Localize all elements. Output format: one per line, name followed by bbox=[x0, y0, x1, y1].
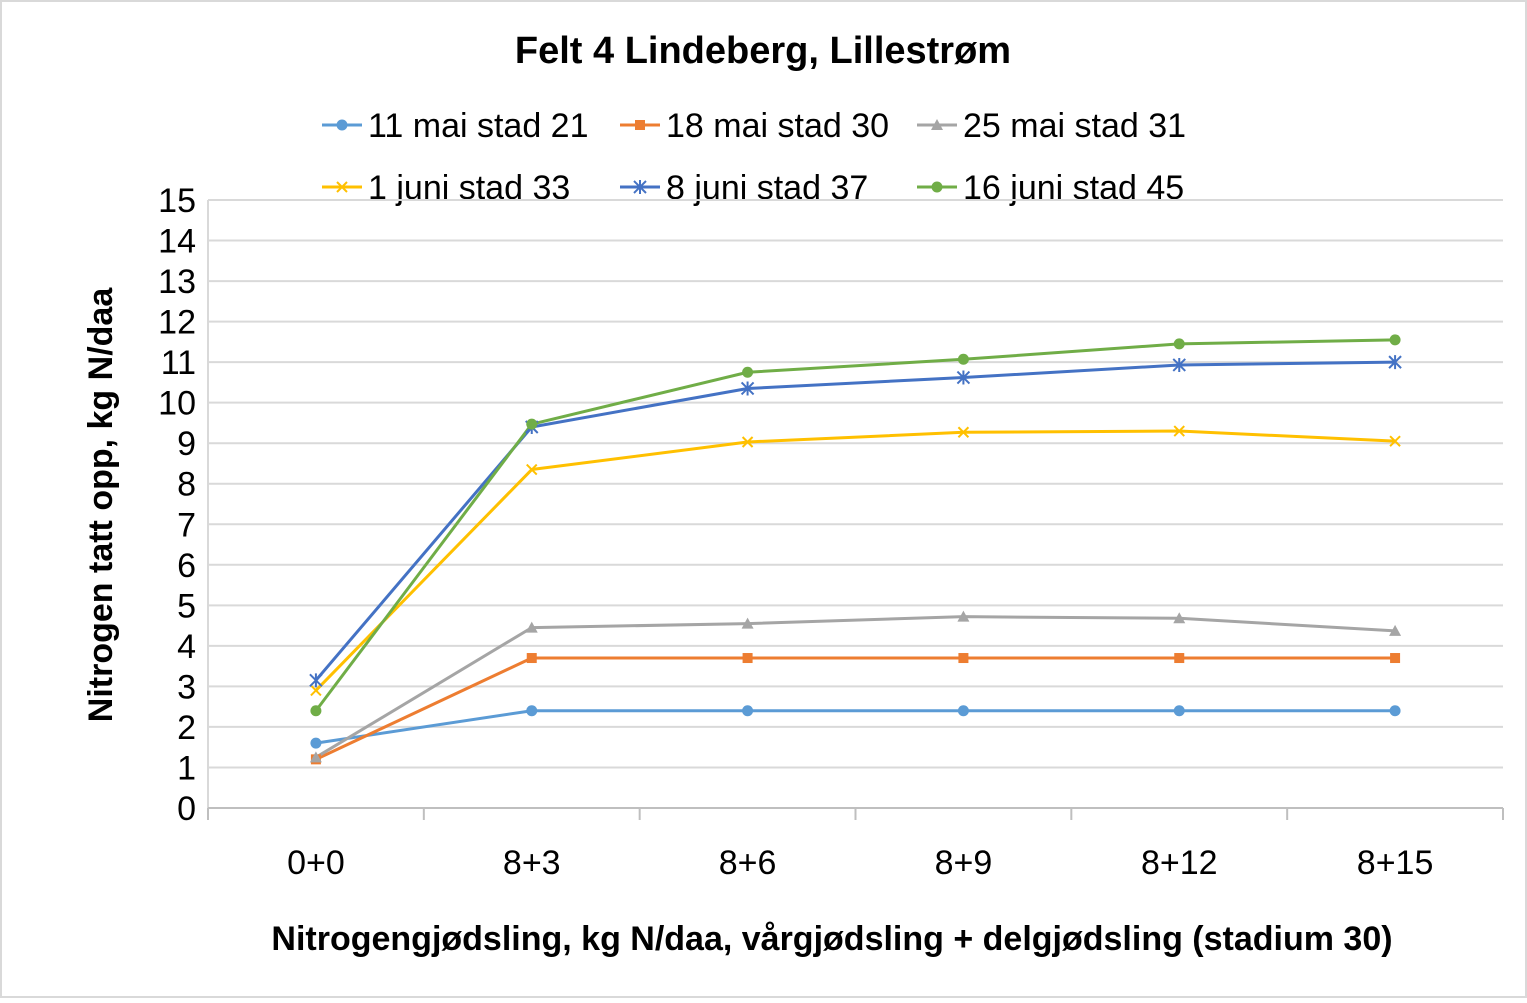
data-point-s2-p2 bbox=[526, 653, 537, 664]
y-tick-label: 14 bbox=[158, 223, 196, 261]
y-tick-label: 8 bbox=[177, 466, 196, 504]
legend-swatch-marker bbox=[931, 181, 943, 193]
data-point-s1-p5 bbox=[1173, 705, 1185, 717]
legend-item-2: 18 mai stad 30 bbox=[620, 107, 889, 145]
legend-label: 16 juni stad 45 bbox=[963, 169, 1184, 207]
series-markers bbox=[309, 334, 1402, 765]
y-tick-label: 10 bbox=[158, 385, 196, 423]
data-point-s5-p1 bbox=[309, 673, 323, 688]
legend-swatch-marker bbox=[336, 181, 348, 193]
legend-label: 25 mai stad 31 bbox=[963, 107, 1186, 145]
x-tick-labels: 0+0 8+3 8+6 8+9 8+12 8+15 bbox=[287, 844, 1433, 882]
axes bbox=[207, 200, 1504, 820]
data-point-s5-p3 bbox=[740, 381, 755, 396]
data-point-s6-p1 bbox=[310, 705, 322, 717]
data-point-s2-p3 bbox=[742, 653, 753, 664]
x-tick-label: 8+12 bbox=[1141, 844, 1218, 882]
x-tick-label: 8+9 bbox=[935, 844, 993, 882]
data-point-s4-p6 bbox=[1389, 435, 1401, 447]
data-point-s1-p2 bbox=[526, 705, 538, 717]
chart-title: Felt 4 Lindeberg, Lillestrøm bbox=[515, 30, 1011, 72]
y-tick-label: 6 bbox=[177, 547, 196, 585]
y-tick-label: 9 bbox=[177, 425, 196, 463]
data-point-s3-p6 bbox=[1389, 624, 1402, 636]
y-tick-label: 4 bbox=[177, 628, 196, 666]
y-tick-label: 12 bbox=[158, 304, 196, 342]
y-tick-label: 0 bbox=[177, 790, 196, 828]
data-point-s4-p4 bbox=[957, 426, 970, 438]
x-tick-label: 0+0 bbox=[287, 844, 345, 882]
y-axis-label: Nitrogen tatt opp, kg N/daa bbox=[82, 287, 120, 723]
legend-item-3: 25 mai stad 31 bbox=[917, 107, 1186, 145]
series-line-6 bbox=[314, 338, 1396, 712]
data-point-s4-p5 bbox=[1173, 425, 1185, 437]
gridlines bbox=[208, 199, 1503, 769]
data-point-s5-p4 bbox=[956, 370, 971, 385]
x-tick-label: 8+15 bbox=[1357, 844, 1434, 882]
data-point-s2-p4 bbox=[958, 653, 969, 664]
data-point-s5-p6 bbox=[1388, 355, 1402, 370]
data-point-s1-p3 bbox=[742, 705, 754, 717]
legend-label: 1 juni stad 33 bbox=[368, 169, 570, 207]
series-line-4 bbox=[314, 429, 1396, 692]
data-point-s1-p6 bbox=[1389, 705, 1401, 717]
y-tick-label: 15 bbox=[158, 182, 196, 220]
data-point-s2-p5 bbox=[1174, 653, 1185, 664]
y-tick-label: 3 bbox=[177, 668, 196, 706]
legend-label: 18 mai stad 30 bbox=[666, 107, 889, 145]
y-tick-label: 11 bbox=[161, 344, 196, 382]
data-point-s3-p4 bbox=[957, 610, 970, 622]
series-line-2 bbox=[315, 656, 1396, 761]
data-point-s1-p4 bbox=[957, 705, 969, 717]
legend-swatch-marker bbox=[635, 120, 645, 130]
y-tick-label: 7 bbox=[177, 506, 196, 544]
data-point-s6-p6 bbox=[1389, 334, 1401, 346]
x-axis-label: Nitrogengjødsling, kg N/daa, vårgjødslin… bbox=[271, 920, 1392, 958]
data-point-s5-p5 bbox=[1172, 357, 1186, 372]
legend-item-1: 11 mai stad 21 bbox=[322, 107, 589, 145]
data-point-s4-p2 bbox=[526, 463, 538, 476]
legend-swatch-marker bbox=[931, 119, 943, 130]
data-point-s3-p3 bbox=[741, 617, 754, 629]
series-lines bbox=[314, 338, 1396, 761]
data-point-s6-p5 bbox=[1173, 338, 1185, 350]
legend-swatch-marker bbox=[336, 119, 348, 131]
legend-label: 8 juni stad 37 bbox=[666, 169, 868, 207]
y-tick-label: 5 bbox=[177, 587, 196, 625]
legend-label: 11 mai stad 21 bbox=[368, 107, 589, 145]
y-tick-label: 2 bbox=[177, 709, 196, 747]
data-point-s4-p3 bbox=[741, 436, 754, 448]
series-line-5 bbox=[314, 360, 1396, 682]
x-tick-label: 8+3 bbox=[503, 844, 561, 882]
y-tick-label: 13 bbox=[158, 263, 196, 301]
data-point-s2-p6 bbox=[1390, 653, 1401, 664]
data-point-s3-p5 bbox=[1173, 612, 1186, 624]
series-line-1 bbox=[315, 709, 1396, 745]
data-point-s1-p1 bbox=[310, 737, 322, 749]
series-line-3 bbox=[315, 615, 1396, 759]
data-point-s6-p4 bbox=[957, 353, 969, 365]
data-point-s4-p1 bbox=[310, 684, 322, 697]
data-point-s3-p2 bbox=[525, 621, 538, 633]
y-tick-label: 1 bbox=[177, 749, 196, 787]
data-point-s3-p1 bbox=[309, 751, 322, 763]
x-tick-label: 8+6 bbox=[719, 844, 777, 882]
legend-swatch-marker bbox=[633, 180, 647, 194]
data-point-s6-p2 bbox=[526, 418, 538, 430]
data-point-s6-p3 bbox=[742, 366, 754, 378]
